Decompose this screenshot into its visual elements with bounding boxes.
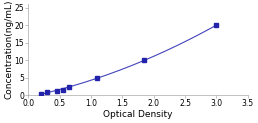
X-axis label: Optical Density: Optical Density	[103, 110, 173, 119]
Y-axis label: Concentration(ng/mL): Concentration(ng/mL)	[4, 0, 13, 100]
